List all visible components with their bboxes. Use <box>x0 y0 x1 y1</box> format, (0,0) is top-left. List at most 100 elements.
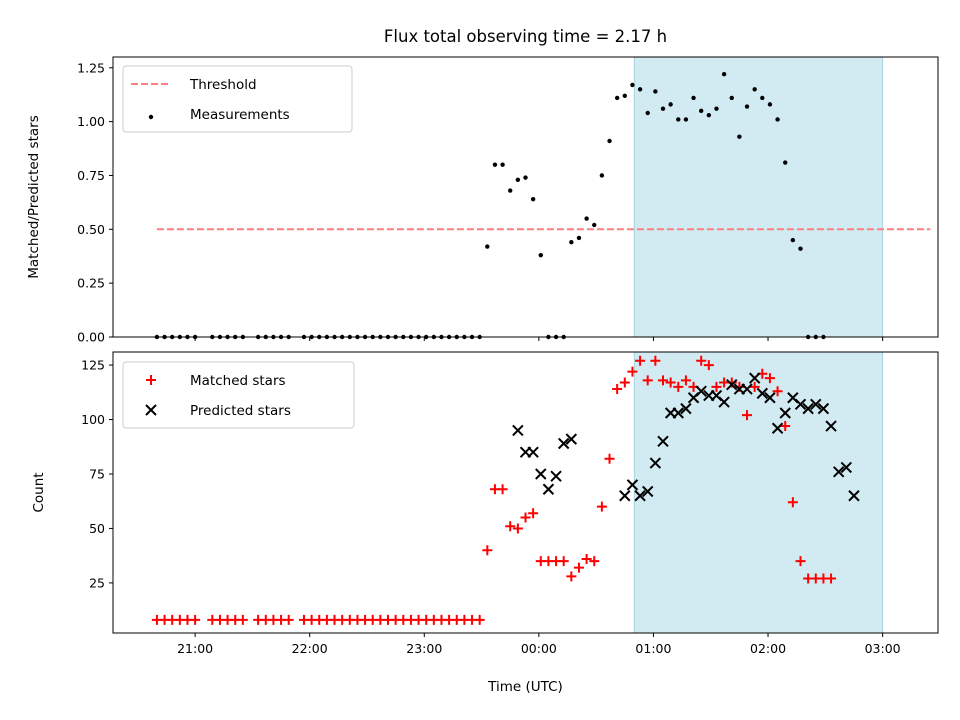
matched-star-point <box>190 614 201 625</box>
x-tick-label: 22:00 <box>292 641 328 656</box>
matched-star-point <box>505 521 516 532</box>
measurement-point <box>691 95 696 101</box>
predicted-star-point <box>634 490 646 502</box>
bottom-ylabel: Count <box>31 472 47 512</box>
plot-frame <box>112 56 939 338</box>
shaded-region <box>634 352 883 633</box>
measurement-point <box>698 108 704 114</box>
predicted-star-point <box>802 402 814 415</box>
measurement-point <box>676 117 681 122</box>
predicted-star-point <box>642 485 654 498</box>
predicted-star-point <box>741 383 753 395</box>
predicted-star-point <box>771 422 784 434</box>
matched-star-point <box>764 373 775 384</box>
chart-title: Flux total observing time = 2.17 h <box>384 27 667 46</box>
matched-star-point <box>627 366 638 377</box>
matched-star-point <box>283 614 294 625</box>
measurement-point <box>599 173 605 178</box>
legend-box <box>122 65 353 133</box>
measurement-point <box>683 117 689 122</box>
measurement-point <box>523 175 528 180</box>
matched-star-point <box>780 421 791 432</box>
measurement-point <box>714 106 719 111</box>
measurement-point <box>637 87 643 92</box>
y-tick-label: 1.25 <box>77 60 105 75</box>
predicted-star-point <box>680 402 692 415</box>
y-tick-label: 75 <box>89 466 105 481</box>
y-tick-label: 125 <box>81 358 105 373</box>
predicted-star-point <box>695 385 707 397</box>
plot-frame <box>112 351 939 634</box>
y-tick-label: 100 <box>81 412 105 427</box>
measurement-point <box>653 89 658 94</box>
x-tick-label: 02:00 <box>750 641 786 656</box>
matched-star-point <box>650 355 661 366</box>
x-tick-label: 00:00 <box>521 641 557 656</box>
matched-star-point <box>696 355 707 366</box>
measurement-point <box>668 102 673 107</box>
top-ylabel: Matched/Predicted stars <box>26 115 42 278</box>
measurement-point <box>630 82 635 88</box>
matched-star-point <box>573 562 584 573</box>
predicted-star-point <box>557 437 570 450</box>
matched-star-point <box>528 508 539 519</box>
matched-star-point <box>566 571 577 582</box>
matched-star-point <box>619 377 630 388</box>
predicted-star-point <box>672 407 684 419</box>
x-tick-label: 01:00 <box>635 641 671 656</box>
predicted-star-point <box>840 461 853 474</box>
matched-star-point <box>680 375 691 386</box>
matched-star-point <box>795 556 806 567</box>
measurement-point <box>584 216 589 221</box>
measurement-point <box>538 252 543 258</box>
matched-star-point <box>658 375 668 386</box>
predicted-star-point <box>832 466 845 478</box>
measurement-point <box>492 162 498 167</box>
matched-star-point <box>497 484 508 495</box>
legend-label: Predicted stars <box>190 403 291 419</box>
measurement-point <box>645 110 650 116</box>
matched-star-point <box>642 375 653 386</box>
measurement-point <box>729 95 734 101</box>
predicted-star-point <box>649 457 662 469</box>
x-tick-label: 21:00 <box>177 641 213 656</box>
measurement-point <box>485 244 490 249</box>
measurement-point <box>798 246 803 251</box>
matched-star-point <box>772 386 783 397</box>
matched-star-point <box>787 497 798 508</box>
measurement-point <box>790 237 796 243</box>
predicted-star-point <box>565 433 578 445</box>
predicted-star-point <box>764 392 776 404</box>
matched-star-point <box>474 614 485 625</box>
x-axis-label: Time (UTC) <box>487 679 563 695</box>
predicted-star-point <box>512 424 524 437</box>
y-tick-label: 0.00 <box>77 330 105 345</box>
bottom-panel: 25 50 75 100 125 21:00 22:00 23:00 00:00 01:00 02:… <box>81 351 939 656</box>
top-panel: 0.00 0.25 0.50 0.75 1.00 1.25 Threshold Measure… <box>77 56 939 345</box>
matched-star-point <box>482 545 493 556</box>
predicted-star-point <box>550 470 562 482</box>
predicted-star-point <box>626 479 639 491</box>
measurement-point <box>660 106 666 111</box>
measurement-point <box>614 95 620 101</box>
matched-star-point <box>612 384 623 395</box>
measurement-point <box>760 95 765 101</box>
matched-star-point <box>703 360 714 371</box>
measurement-point <box>622 93 628 98</box>
predicted-star-point <box>756 387 769 400</box>
matched-star-point <box>558 556 569 567</box>
shaded-region <box>634 57 883 337</box>
legend-box <box>122 361 355 429</box>
measurement-point <box>783 160 788 165</box>
matched-star-point <box>237 614 248 625</box>
x-tick-label: 23:00 <box>406 641 442 656</box>
measurement-point <box>752 87 757 92</box>
predicted-star-point <box>779 407 791 419</box>
matched-star-point <box>596 501 607 512</box>
measurement-point <box>576 235 582 241</box>
measurement-point <box>508 188 513 193</box>
matched-star-point <box>665 377 676 388</box>
matched-star-point <box>742 410 753 421</box>
predicted-star-point <box>619 490 631 502</box>
